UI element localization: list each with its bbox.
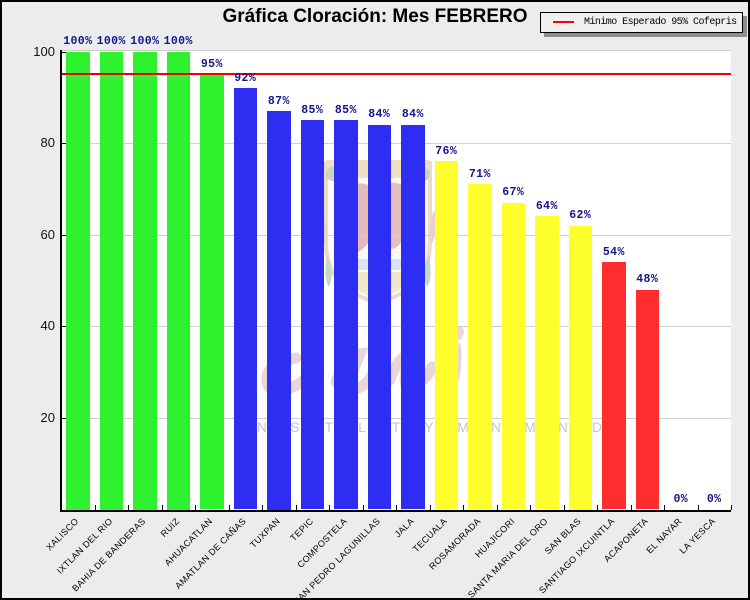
svg-text:N: N [558, 420, 568, 435]
svg-text:N: N [257, 420, 267, 435]
svg-text:M: M [524, 420, 535, 435]
svg-text:N: N [491, 420, 501, 435]
svg-text:T: T [325, 420, 333, 435]
svg-text:S: S [290, 420, 299, 435]
svg-text:D: D [592, 420, 602, 435]
svg-text:T: T [392, 420, 400, 435]
svg-text:M: M [457, 420, 468, 435]
svg-text:L: L [358, 420, 366, 435]
svg-text:Y: Y [424, 420, 433, 435]
